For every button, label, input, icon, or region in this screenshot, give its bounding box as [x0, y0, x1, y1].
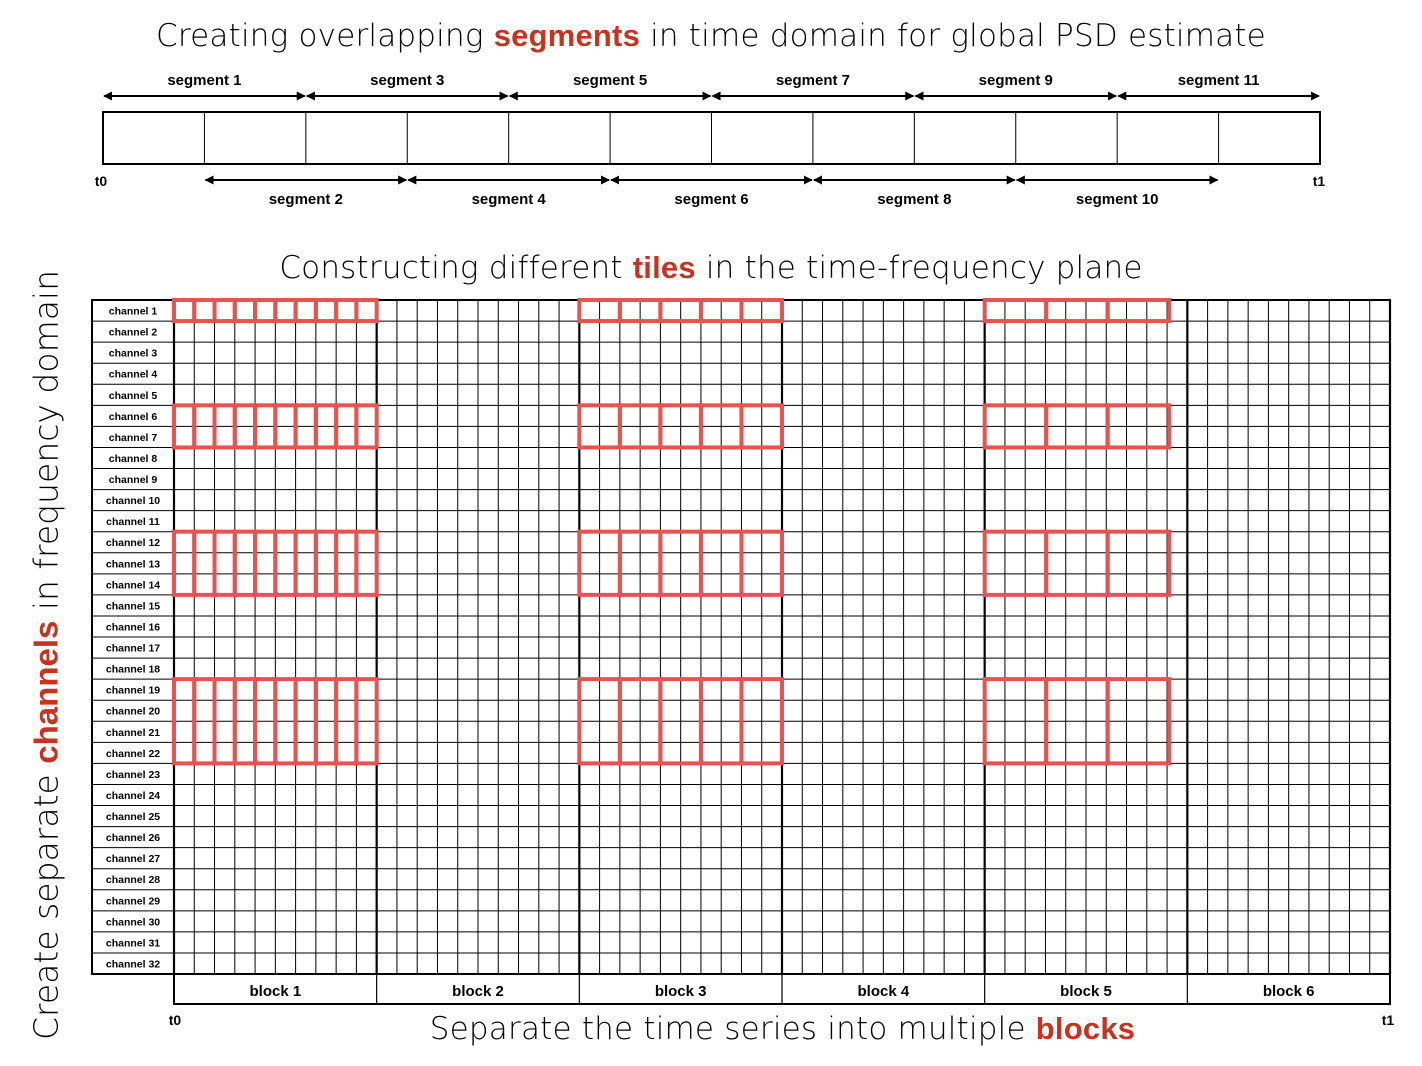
tile — [739, 529, 785, 597]
tile — [982, 298, 1049, 324]
tile — [1044, 529, 1110, 597]
blocks-title: Separate the time series into multiple b… — [429, 1011, 1136, 1047]
channel-label: channel 24 — [106, 790, 160, 802]
channel-label: channel 9 — [109, 474, 158, 486]
block-label: block 6 — [1263, 983, 1315, 1000]
tile — [313, 529, 339, 597]
channel-label: channel 27 — [106, 853, 160, 865]
channel-label: channel 10 — [106, 495, 160, 507]
grid-end-label: t1 — [1382, 1012, 1395, 1028]
channel-label: channel 30 — [106, 916, 160, 928]
tile — [293, 298, 318, 324]
tile — [313, 298, 339, 324]
channel-label: channel 19 — [106, 685, 160, 697]
channel-label: channel 18 — [106, 664, 160, 676]
channel-label: channel 15 — [106, 600, 160, 612]
channel-label: channel 14 — [106, 579, 160, 591]
tile — [1105, 298, 1172, 324]
tiles-title: Constructing different tiles in the time… — [279, 250, 1143, 286]
channel-label: channel 7 — [109, 432, 158, 444]
channel-label: channel 29 — [106, 895, 160, 907]
channel-label: channel 17 — [106, 643, 160, 655]
segment-label: segment 1 — [167, 72, 241, 89]
tiles-overlay — [172, 298, 1172, 766]
tile — [354, 298, 379, 324]
tile — [232, 529, 258, 597]
segment-label: segment 5 — [573, 72, 647, 89]
tile — [982, 529, 1049, 597]
channel-label: channel 31 — [106, 937, 160, 949]
segments-highlight: segments — [493, 18, 641, 53]
channel-label: channel 3 — [109, 348, 158, 360]
channel-label: channel 5 — [109, 390, 158, 402]
channel-label: channel 13 — [106, 558, 160, 570]
tile — [172, 298, 197, 324]
channel-label: channel 32 — [106, 958, 160, 970]
grid-start-label: t0 — [169, 1012, 182, 1028]
channel-label: channel 4 — [109, 369, 158, 381]
segment-label: segment 3 — [370, 72, 444, 89]
block-label: block 2 — [452, 983, 504, 1000]
channel-label: channel 25 — [106, 811, 160, 823]
tile — [253, 298, 278, 324]
tile — [212, 298, 237, 324]
segment-label: segment 2 — [269, 191, 343, 208]
channel-label: channel 21 — [106, 727, 160, 739]
segment-label: segment 6 — [674, 191, 748, 208]
tile — [192, 529, 217, 597]
tile — [212, 529, 237, 597]
tile — [172, 529, 197, 597]
tile — [1105, 529, 1172, 597]
segment-label: segment 9 — [979, 72, 1053, 89]
tile — [293, 529, 318, 597]
channel-label: channel 8 — [109, 453, 158, 465]
channel-label: channel 16 — [106, 621, 160, 633]
block-label: block 4 — [857, 983, 909, 1000]
tile — [739, 403, 785, 450]
segment-end-label: t1 — [1313, 173, 1326, 189]
tile — [334, 298, 359, 324]
tile — [273, 298, 298, 324]
segment-label: segment 8 — [877, 191, 951, 208]
segment-label: segment 10 — [1076, 191, 1159, 208]
channel-label: channel 20 — [106, 706, 160, 718]
channel-label: channel 2 — [109, 327, 158, 339]
channel-label: channel 22 — [106, 748, 160, 760]
tile — [739, 298, 785, 324]
segment-label: segment 11 — [1178, 72, 1260, 89]
tile — [334, 529, 359, 597]
segment-label: segment 4 — [472, 191, 547, 208]
block-label: block 5 — [1060, 983, 1112, 1000]
channel-label: channel 11 — [106, 516, 160, 528]
channel-label: channel 23 — [106, 769, 160, 781]
block-label: block 1 — [249, 983, 301, 1000]
channel-label: channel 1 — [109, 306, 158, 318]
blocks-highlight: blocks — [1035, 1011, 1136, 1046]
tile — [253, 529, 278, 597]
channel-label: channel 6 — [109, 411, 158, 423]
tile — [232, 298, 258, 324]
segments-diagram: segment 1 segment 3 segment 5 segment 7 segm… — [95, 72, 1326, 208]
tile — [739, 677, 785, 766]
channel-label: channel 26 — [106, 832, 160, 844]
tile — [192, 298, 217, 324]
tile — [1105, 677, 1172, 766]
channel-label: channel 12 — [106, 537, 160, 549]
tiles-highlight: tiles — [632, 250, 696, 285]
tile — [273, 529, 298, 597]
segment-start-label: t0 — [95, 173, 108, 189]
segment-label: segment 7 — [776, 72, 850, 89]
tile — [354, 529, 379, 597]
tile — [1044, 298, 1110, 324]
channel-label: channel 28 — [106, 874, 160, 886]
tile — [354, 403, 379, 450]
block-label: block 3 — [655, 983, 707, 1000]
segments-title: Creating overlapping segments in time do… — [156, 18, 1266, 54]
tile — [1105, 403, 1172, 450]
tile — [354, 677, 379, 766]
